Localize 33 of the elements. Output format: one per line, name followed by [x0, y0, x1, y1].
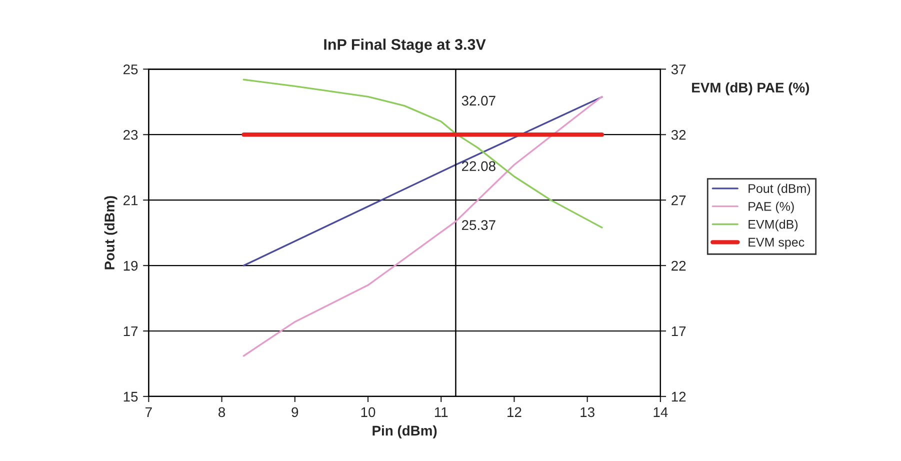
legend-label: EVM spec	[748, 238, 804, 250]
x-tick-label: 13	[580, 407, 594, 418]
y2-tick-label: 32	[671, 130, 686, 140]
annotation: 32.07	[462, 96, 496, 106]
y-axis-title: Pout (dBm)	[104, 196, 118, 270]
line-series	[242, 78, 603, 228]
y-tick-label: 15	[124, 392, 138, 402]
y2-tick-label: 27	[672, 195, 686, 206]
x-tick-label: 14	[654, 407, 668, 417]
annotation: 22.08	[462, 161, 496, 172]
x-tick-label: 12	[508, 407, 522, 417]
y-tick-label: 25	[124, 64, 138, 74]
legend-label: Pout (dBm)	[748, 184, 810, 196]
y2-tick-label: 12	[672, 392, 686, 402]
x-tick-label: 8	[218, 407, 226, 418]
annotation: 25.37	[462, 220, 496, 230]
chart-title: InP Final Stage at 3.3V	[324, 38, 486, 53]
x-tick-label: 9	[292, 407, 298, 418]
y-tick-label: 23	[124, 130, 138, 140]
y-tick-label: 17	[124, 326, 138, 336]
y2-tick-label: 37	[671, 64, 686, 74]
x-axis-title: Pin (dBm)	[372, 425, 437, 438]
legend-label: EVM(dB)	[748, 220, 798, 232]
y2-axis-title: EVM (dB) PAE (%)	[692, 82, 810, 96]
legend-label: PAE (%)	[748, 202, 794, 214]
x-tick-label: 7	[146, 407, 152, 417]
y2-tick-label: 17	[672, 326, 686, 336]
line-series	[242, 96, 603, 357]
x-tick-label: 10	[361, 407, 376, 418]
y2-tick-label: 22	[672, 260, 686, 271]
y-tick-label: 19	[124, 260, 138, 271]
x-tick-label: 11	[434, 407, 448, 417]
y-tick-label: 21	[124, 195, 138, 206]
